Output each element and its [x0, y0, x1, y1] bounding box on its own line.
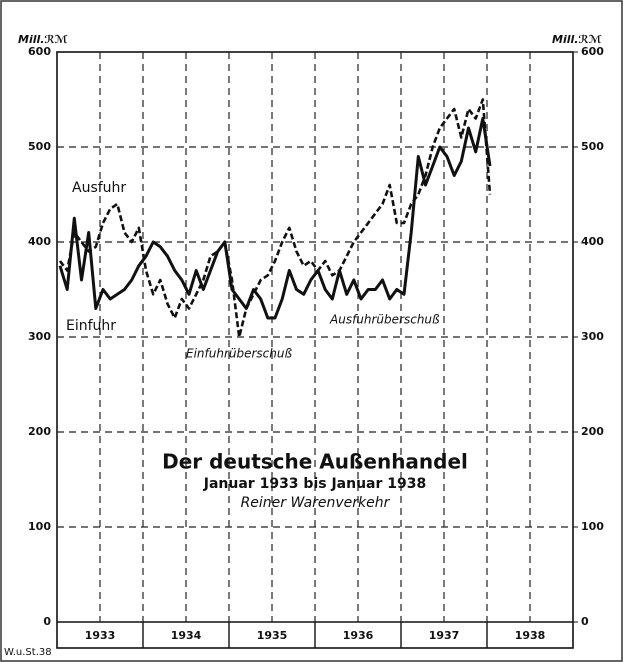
chart-title: Der deutsche Außenhandel: [162, 450, 468, 474]
x-tick-label: 1938: [515, 629, 546, 642]
series-line: [58, 117, 492, 320]
y2-tick-label: 200: [581, 425, 604, 438]
y-tick-label: 100: [28, 520, 51, 533]
annotation: Ausfuhrüberschuß: [329, 313, 440, 327]
annotation: Einfuhrüberschuß: [186, 347, 292, 361]
y-tick-label: 400: [28, 235, 51, 248]
y2-tick-label: 400: [581, 235, 604, 248]
annotation: Einfuhr: [66, 318, 116, 334]
y-tick-label: 0: [43, 615, 51, 628]
series-line: [58, 98, 492, 339]
y2-tick-label: 0: [581, 615, 589, 628]
y2-tick-label: 100: [581, 520, 604, 533]
source: W.u.St.38: [4, 647, 52, 658]
chart-note: Reiner Warenverkehr: [241, 495, 391, 511]
x-tick-label: 1936: [343, 629, 374, 642]
y-axis-label: Mill.ℛℳ: [18, 33, 68, 46]
y2-tick-label: 500: [581, 140, 604, 153]
y-tick-label: 600: [28, 45, 51, 58]
y2-axis-label: Mill.ℛℳ: [552, 33, 602, 46]
y2-tick-label: 600: [581, 45, 604, 58]
annotation: Ausfuhr: [72, 180, 126, 196]
x-tick-label: 1933: [85, 629, 116, 642]
y2-tick-label: 300: [581, 330, 604, 343]
y-tick-label: 200: [28, 425, 51, 438]
x-tick-label: 1934: [171, 629, 202, 642]
x-tick-label: 1935: [257, 629, 288, 642]
y-tick-label: 500: [28, 140, 51, 153]
y-tick-label: 300: [28, 330, 51, 343]
x-tick-label: 1937: [429, 629, 460, 642]
chart-subtitle: Januar 1933 bis Januar 1938: [203, 476, 426, 492]
